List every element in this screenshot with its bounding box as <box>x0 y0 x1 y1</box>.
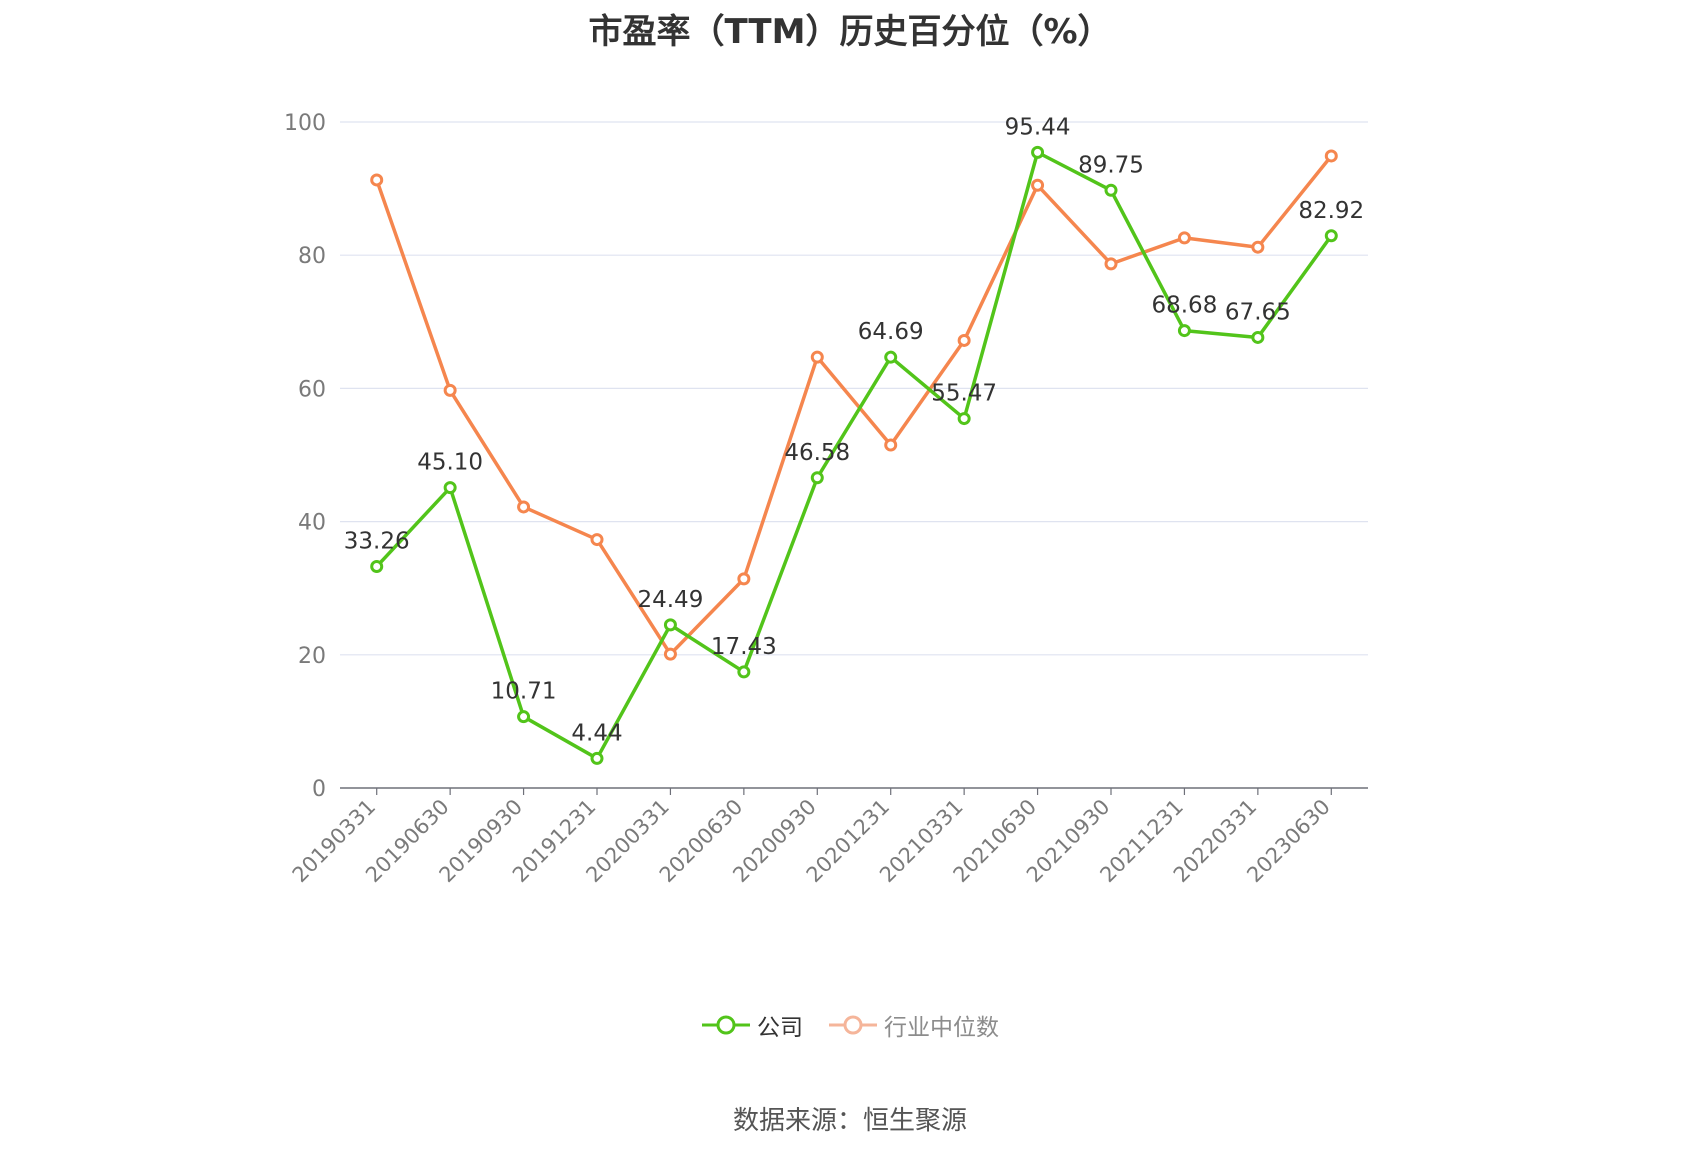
y-tick-label: 60 <box>298 377 326 402</box>
series-line <box>375 154 1333 656</box>
legend-circle <box>843 1015 863 1035</box>
legend-item-industry[interactable]: 行业中位数 <box>828 1008 999 1042</box>
chart-title: 市盈率（TTM）历史百分位（%） <box>588 12 1112 52</box>
legend-item-company[interactable]: 公司 <box>701 1008 803 1042</box>
source-note: 数据来源：恒生聚源 <box>732 1106 967 1136</box>
data-point <box>590 751 604 765</box>
data-label: 64.69 <box>858 319 924 345</box>
legend: 公司 行业中位数 <box>0 1008 1700 1042</box>
y-tick-label: 0 <box>312 777 326 802</box>
data-point <box>443 481 457 495</box>
data-point <box>957 412 971 426</box>
series-line <box>375 150 1333 761</box>
data-point <box>1177 324 1191 338</box>
y-tick-label: 40 <box>298 511 326 536</box>
data-point <box>1177 231 1191 245</box>
data-point <box>590 533 604 547</box>
data-point <box>810 471 824 485</box>
data-point <box>370 173 384 187</box>
data-point <box>663 647 677 661</box>
data-point <box>443 383 457 397</box>
data-point <box>517 710 531 724</box>
data-label: 67.65 <box>1225 299 1291 325</box>
data-point <box>517 500 531 514</box>
data-point <box>1031 178 1045 192</box>
data-label: 55.47 <box>931 381 997 407</box>
y-tick-label: 80 <box>298 244 326 269</box>
data-point <box>1324 229 1338 243</box>
data-label: 17.43 <box>711 634 777 660</box>
data-label: 24.49 <box>637 587 703 613</box>
data-label: 4.44 <box>571 720 622 746</box>
y-tick-label: 20 <box>298 644 326 669</box>
axes: 0204060801002019033120190630201909302019… <box>284 111 1368 887</box>
data-label: 82.92 <box>1298 198 1364 224</box>
data-point <box>663 618 677 632</box>
legend-circle <box>716 1015 736 1035</box>
data-point <box>737 572 751 586</box>
data-point <box>1251 240 1265 254</box>
data-point <box>1104 183 1118 197</box>
data-point <box>884 438 898 452</box>
data-label: 95.44 <box>1005 114 1071 140</box>
grid-lines <box>340 121 1368 656</box>
data-point <box>737 665 751 679</box>
legend-label-industry: 行业中位数 <box>884 1015 1000 1041</box>
data-label: 68.68 <box>1151 293 1217 319</box>
legend-label-company: 公司 <box>756 1015 803 1041</box>
y-tick-label: 100 <box>284 111 326 136</box>
data-point <box>370 559 384 573</box>
legend-marker-industry <box>829 1015 878 1035</box>
data-point <box>1031 145 1045 159</box>
data-label: 89.75 <box>1078 152 1144 178</box>
data-point <box>1251 330 1265 344</box>
line-chart: 0204060801002019033120190630201909302019… <box>284 111 1368 887</box>
data-label: 45.10 <box>417 450 483 476</box>
data-label: 46.58 <box>784 440 850 466</box>
data-label: 10.71 <box>491 679 557 705</box>
data-point <box>884 350 898 364</box>
data-labels: 33.26 45.10 10.71 4.44 24.49 17.43 46.58 64.69 5… <box>344 114 1364 746</box>
data-point <box>957 333 971 347</box>
data-point <box>810 350 824 364</box>
series-lines <box>370 145 1338 765</box>
data-point <box>1104 257 1118 271</box>
legend-marker-company <box>701 1015 750 1035</box>
data-point <box>1324 149 1338 163</box>
data-label: 33.26 <box>344 528 410 554</box>
